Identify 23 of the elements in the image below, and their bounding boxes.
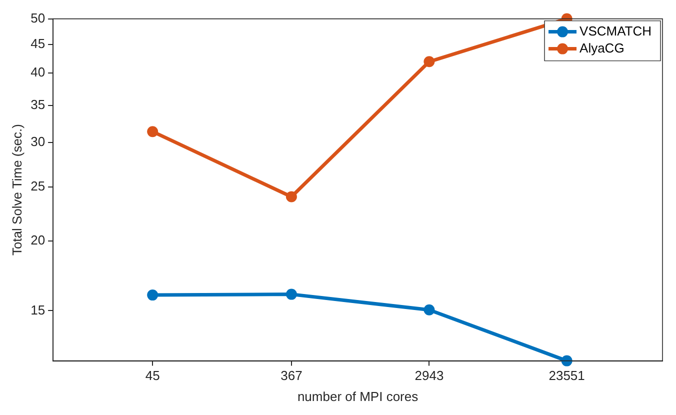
point bbox=[424, 56, 435, 68]
y-tick-label: 15 bbox=[30, 302, 46, 318]
point bbox=[147, 126, 158, 138]
y-tick-label: 40 bbox=[30, 64, 46, 80]
x-tick-label: 45 bbox=[145, 368, 160, 384]
point bbox=[286, 288, 297, 300]
y-tick-label: 25 bbox=[30, 178, 46, 194]
x-tick-label: 2943 bbox=[414, 368, 444, 384]
x-tick-label: 23551 bbox=[548, 368, 585, 384]
y-tick-label: 20 bbox=[30, 232, 46, 248]
x-axis-title: number of MPI cores bbox=[297, 388, 419, 404]
point bbox=[561, 355, 572, 366]
y-tick-label: 35 bbox=[30, 96, 46, 112]
y-tick-label: 30 bbox=[30, 134, 46, 150]
y-tick-label: 50 bbox=[30, 10, 46, 26]
point bbox=[286, 191, 297, 202]
point bbox=[424, 304, 435, 316]
legend-label: AlyaCG bbox=[580, 40, 624, 56]
legend-label: VSCMATCH bbox=[580, 23, 652, 38]
x-tick-label: 367 bbox=[280, 368, 302, 384]
point bbox=[147, 290, 158, 301]
y-axis-title: Total Solve Time (sec.) bbox=[9, 124, 24, 256]
y-tick-label: 45 bbox=[30, 36, 46, 51]
